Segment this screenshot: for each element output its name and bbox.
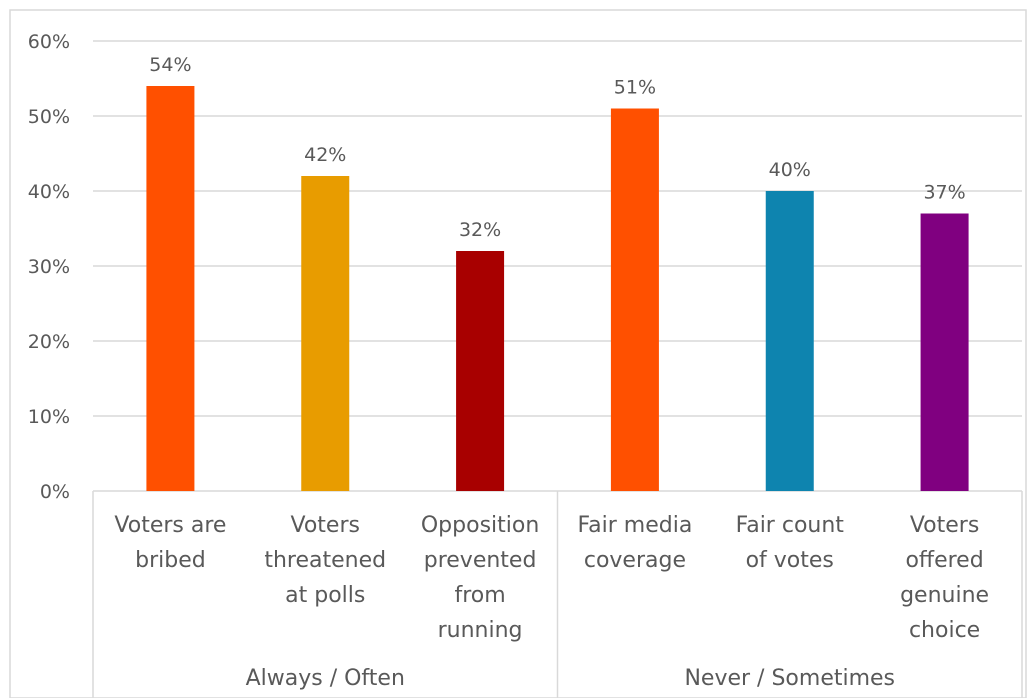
bar	[301, 176, 350, 491]
category-label: offered	[905, 548, 983, 573]
data-label: 37%	[923, 182, 965, 204]
category-label: threatened	[264, 548, 386, 573]
data-label: 42%	[304, 144, 346, 166]
data-label: 40%	[769, 159, 811, 181]
bar	[610, 108, 659, 491]
bar	[456, 251, 505, 491]
gridlines	[93, 40, 1022, 417]
y-tick-label: 40%	[28, 181, 70, 203]
category-label: prevented	[424, 548, 537, 573]
y-tick-label: 50%	[28, 106, 70, 128]
x-axis: Voters are bribed Voters threatened at polls…	[114, 513, 989, 691]
category-label: Fair count	[736, 513, 845, 538]
category-label: Fair media	[578, 513, 693, 538]
category-label: from	[454, 583, 505, 608]
category-label: genuine	[900, 583, 989, 608]
data-label: 32%	[459, 219, 501, 241]
group-label: Always / Often	[246, 666, 405, 691]
bar	[920, 213, 969, 491]
y-tick-label: 60%	[28, 31, 70, 53]
y-axis: 0% 10% 20% 30% 40% 50% 60%	[28, 31, 1023, 698]
category-label: Voters	[910, 513, 979, 538]
bar	[146, 86, 195, 491]
y-tick-label: 20%	[28, 331, 70, 353]
bars	[146, 86, 969, 491]
y-tick-label: 30%	[28, 256, 70, 278]
category-label: Voters are	[114, 513, 226, 538]
category-label: bribed	[135, 548, 206, 573]
y-tick-label: 10%	[28, 406, 70, 428]
category-label: Voters	[291, 513, 360, 538]
bar	[765, 191, 814, 491]
category-label: at polls	[285, 583, 365, 608]
data-label: 51%	[614, 77, 656, 99]
group-label: Never / Sometimes	[684, 666, 895, 691]
category-label: choice	[909, 618, 980, 643]
category-label: Opposition	[421, 513, 539, 538]
data-labels: 54% 42% 32% 51% 40% 37%	[149, 54, 965, 241]
y-tick-label: 0%	[40, 481, 70, 503]
data-label: 54%	[149, 54, 191, 76]
category-label: of votes	[746, 548, 834, 573]
category-label: coverage	[584, 548, 686, 573]
category-label: running	[438, 618, 523, 643]
